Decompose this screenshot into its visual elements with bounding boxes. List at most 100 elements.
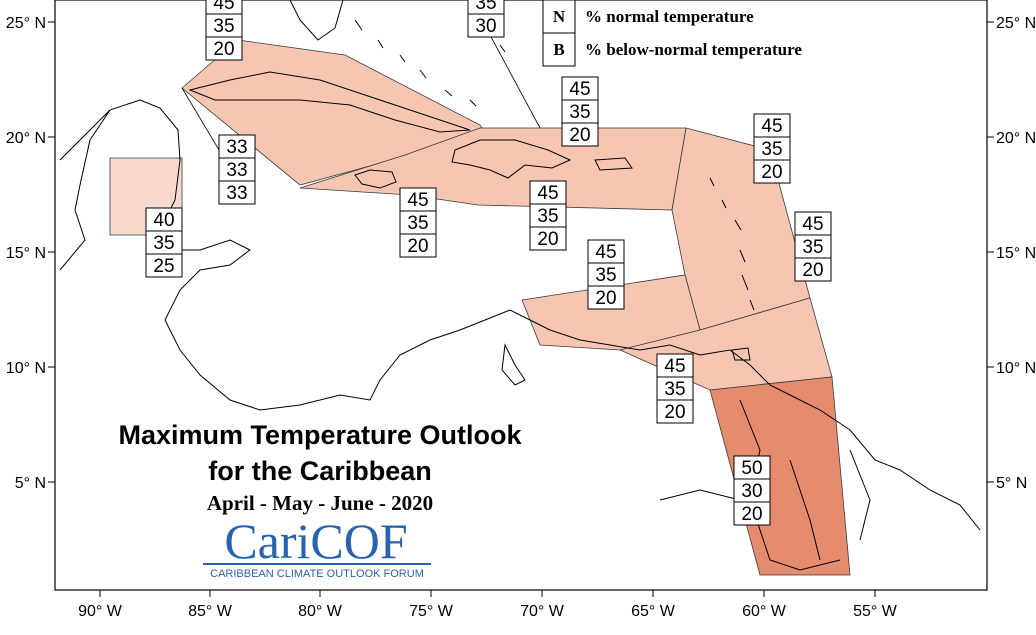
- prob-value: 45: [407, 190, 428, 211]
- prob-cell-bg: [753, 159, 791, 184]
- prob-value: 35: [569, 102, 590, 123]
- logo-underline: [203, 563, 431, 565]
- lat-label-15n-right: 15° N: [996, 245, 1036, 262]
- prob-value: 20: [664, 402, 685, 423]
- logo-subtitle: CARIBBEAN CLIMATE OUTLOOK FORUM: [210, 568, 424, 580]
- lat-label-20n-right: 20° N: [996, 130, 1036, 147]
- title-block: Maximum Temperature Outlook for the Cari…: [118, 420, 522, 515]
- prob-value: 35: [761, 139, 782, 160]
- prob-value: 20: [595, 288, 616, 309]
- prob-value: 45: [664, 356, 685, 377]
- prob-cell-bg: [794, 257, 832, 282]
- prob-value: 20: [569, 125, 590, 146]
- prob-value: 30: [741, 481, 762, 502]
- prob-value: 35: [213, 16, 234, 37]
- title-line-2: for the Caribbean: [208, 456, 432, 486]
- lon-label-75w: 75° W: [409, 603, 454, 620]
- legend-key-b: B: [553, 40, 564, 59]
- prob-value: 45: [802, 214, 823, 235]
- prob-value: 35: [664, 379, 685, 400]
- lat-label-5n-right: 5° N: [996, 475, 1027, 492]
- prob-cell-bg: [145, 253, 183, 278]
- prob-value: 45: [595, 242, 616, 263]
- prob-value: 40: [153, 210, 174, 231]
- prob-value: 30: [475, 16, 496, 37]
- prob-value: 20: [741, 504, 762, 525]
- lat-label-20n-left: 20° N: [6, 130, 46, 147]
- prob-value: 20: [802, 260, 823, 281]
- probability-boxes: 4535203530333333403525453520453520453520…: [145, 0, 832, 526]
- prob-cell-bg: [218, 180, 256, 205]
- lat-labels-right: 25° N 20° N 15° N 10° N 5° N: [987, 15, 1036, 492]
- lat-label-25n-left: 25° N: [6, 15, 46, 32]
- prob-value: 45: [213, 0, 234, 14]
- prob-value: 35: [802, 237, 823, 258]
- logo-wordmark: CariCOF: [224, 513, 407, 569]
- prob-value: 45: [761, 116, 782, 137]
- prob-cell-bg: [467, 13, 505, 38]
- lat-label-15n-left: 15° N: [6, 245, 46, 262]
- lon-label-90w: 90° W: [78, 603, 123, 620]
- legend-key-n: N: [553, 7, 566, 26]
- zone-bahamas: [181, 39, 483, 186]
- prob-value: 35: [595, 265, 616, 286]
- lon-label-60w: 60° W: [742, 603, 787, 620]
- lon-label-65w: 65° W: [631, 603, 676, 620]
- prob-value: 35: [153, 233, 174, 254]
- lon-label-55w: 55° W: [853, 603, 898, 620]
- prob-value: 20: [761, 162, 782, 183]
- lat-label-5n-left: 5° N: [15, 475, 46, 492]
- lat-label-25n-right: 25° N: [996, 15, 1036, 32]
- leader-lines: [181, 34, 541, 161]
- lon-labels: 90° W 85° W 80° W 75° W 70° W 65° W 60° …: [78, 590, 898, 620]
- legend-key-box-b: [542, 32, 576, 67]
- lon-label-85w: 85° W: [188, 603, 233, 620]
- prob-cell-bg: [587, 285, 625, 310]
- prob-cell-bg: [561, 122, 599, 147]
- prob-value: 50: [741, 458, 762, 479]
- prob-value: 25: [153, 256, 174, 277]
- lat-label-10n-left: 10° N: [6, 360, 46, 377]
- lat-labels-left: 25° N 20° N 15° N 10° N 5° N: [6, 15, 55, 492]
- prob-value: 20: [537, 229, 558, 250]
- prob-value: 33: [226, 137, 247, 158]
- prob-value: 35: [537, 206, 558, 227]
- caricof-logo: CariCOF CARIBBEAN CLIMATE OUTLOOK FORUM: [203, 513, 431, 580]
- lon-label-80w: 80° W: [298, 603, 343, 620]
- prob-value: 35: [407, 213, 428, 234]
- prob-cell-bg: [529, 226, 567, 251]
- prob-cell-bg: [733, 501, 771, 526]
- prob-value: 20: [213, 39, 234, 60]
- legend-text-below: % below-normal temperature: [585, 40, 802, 59]
- lat-label-10n-right: 10° N: [996, 360, 1036, 377]
- lon-label-70w: 70° W: [520, 603, 565, 620]
- prob-value: 45: [569, 79, 590, 100]
- prob-cell-bg: [399, 233, 437, 258]
- legend-key-box-n: [542, 0, 576, 34]
- legend-text-normal: % normal temperature: [585, 7, 754, 26]
- prob-cell-bg: [205, 36, 243, 61]
- legend: N % normal temperature B % below-normal …: [542, 0, 802, 67]
- period-text: April - May - June - 2020: [207, 491, 433, 515]
- coastlines: [59, 0, 981, 571]
- prob-value: 45: [537, 183, 558, 204]
- prob-value: 20: [407, 236, 428, 257]
- prob-value: 33: [226, 183, 247, 204]
- prob-value: 33: [226, 160, 247, 181]
- prob-value: 35: [475, 0, 496, 14]
- title-line-1: Maximum Temperature Outlook: [118, 420, 522, 450]
